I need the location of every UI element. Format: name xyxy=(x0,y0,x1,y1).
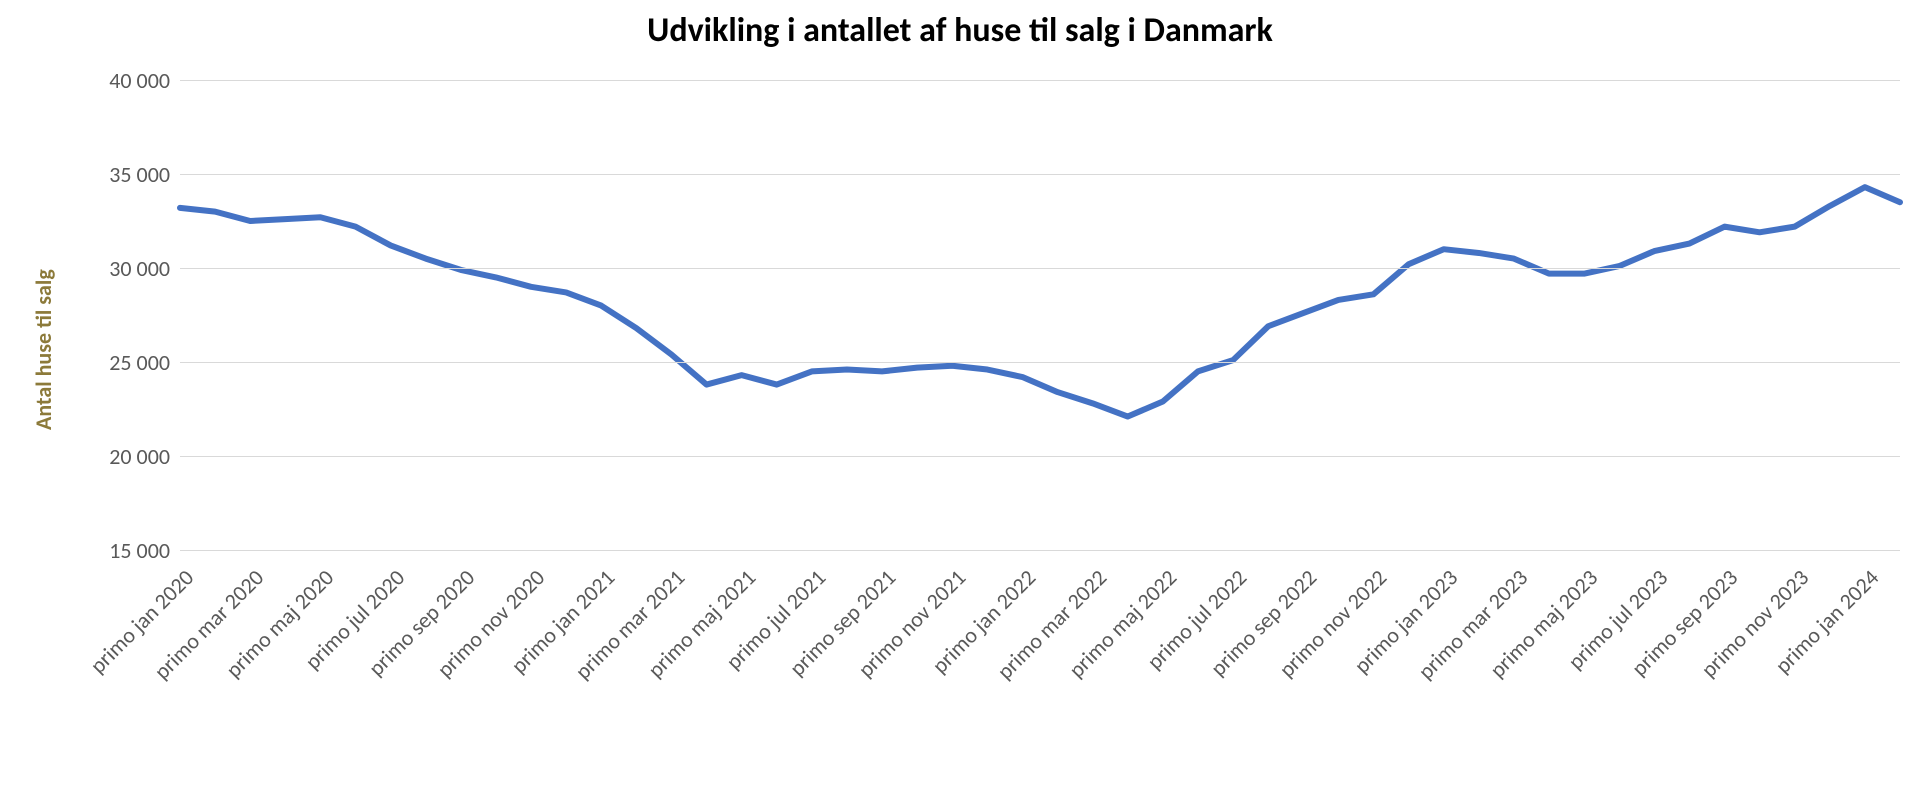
y-tick-label: 30 000 xyxy=(70,255,170,282)
gridline xyxy=(180,174,1900,175)
gridline xyxy=(180,362,1900,363)
y-tick-label: 40 000 xyxy=(70,67,170,94)
y-tick-label: 35 000 xyxy=(70,161,170,188)
gridline xyxy=(180,550,1900,551)
chart-title: Udvikling i antallet af huse til salg i … xyxy=(0,10,1920,51)
gridline xyxy=(180,80,1900,81)
chart-line-svg xyxy=(180,80,1900,550)
gridline xyxy=(180,268,1900,269)
line-chart: Udvikling i antallet af huse til salg i … xyxy=(0,0,1920,791)
gridline xyxy=(180,456,1900,457)
plot-area xyxy=(180,80,1900,550)
y-tick-label: 25 000 xyxy=(70,349,170,376)
y-tick-label: 20 000 xyxy=(70,443,170,470)
y-axis-title: Antal huse til salg xyxy=(30,269,57,430)
series-line xyxy=(180,187,1900,416)
y-tick-label: 15 000 xyxy=(70,537,170,564)
